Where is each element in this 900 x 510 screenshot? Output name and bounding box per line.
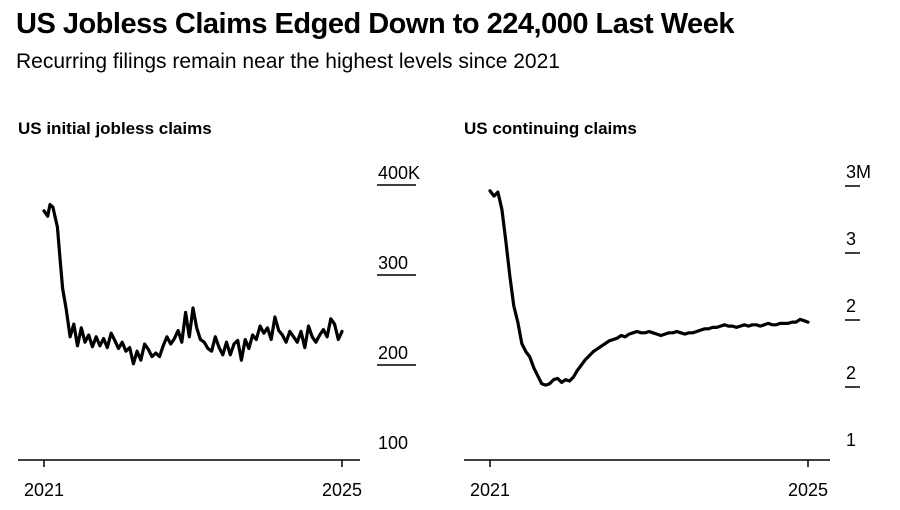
left-y-tick-label: 300 bbox=[378, 253, 408, 273]
right-series-line bbox=[488, 189, 810, 387]
right-x-tick-label: 2025 bbox=[788, 480, 828, 500]
left-y-tick-label: 200 bbox=[378, 343, 408, 363]
right-x-tick-label: 2021 bbox=[470, 480, 510, 500]
left-y-tick-label: 100 bbox=[378, 433, 408, 453]
left-x-tick-label: 2021 bbox=[24, 480, 64, 500]
left-chart-title: US initial jobless claims bbox=[18, 119, 212, 138]
right-chart-title: US continuing claims bbox=[464, 119, 637, 138]
left-y-tick-label: 400K bbox=[378, 163, 420, 183]
right-y-tick-label: 2 bbox=[846, 363, 856, 383]
left-series-line bbox=[42, 202, 344, 366]
right-y-tick-label: 2 bbox=[846, 296, 856, 316]
right-y-tick-label: 1 bbox=[846, 430, 856, 450]
chart-subtitle: Recurring filings remain near the highes… bbox=[16, 50, 560, 73]
right-y-tick-label: 3 bbox=[846, 229, 856, 249]
left-x-tick-label: 2025 bbox=[322, 480, 362, 500]
chart-title: US Jobless Claims Edged Down to 224,000 … bbox=[16, 8, 734, 40]
right-y-tick-label: 3M bbox=[846, 162, 871, 182]
